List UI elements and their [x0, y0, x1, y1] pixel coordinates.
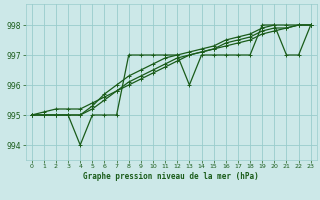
X-axis label: Graphe pression niveau de la mer (hPa): Graphe pression niveau de la mer (hPa) — [83, 172, 259, 181]
